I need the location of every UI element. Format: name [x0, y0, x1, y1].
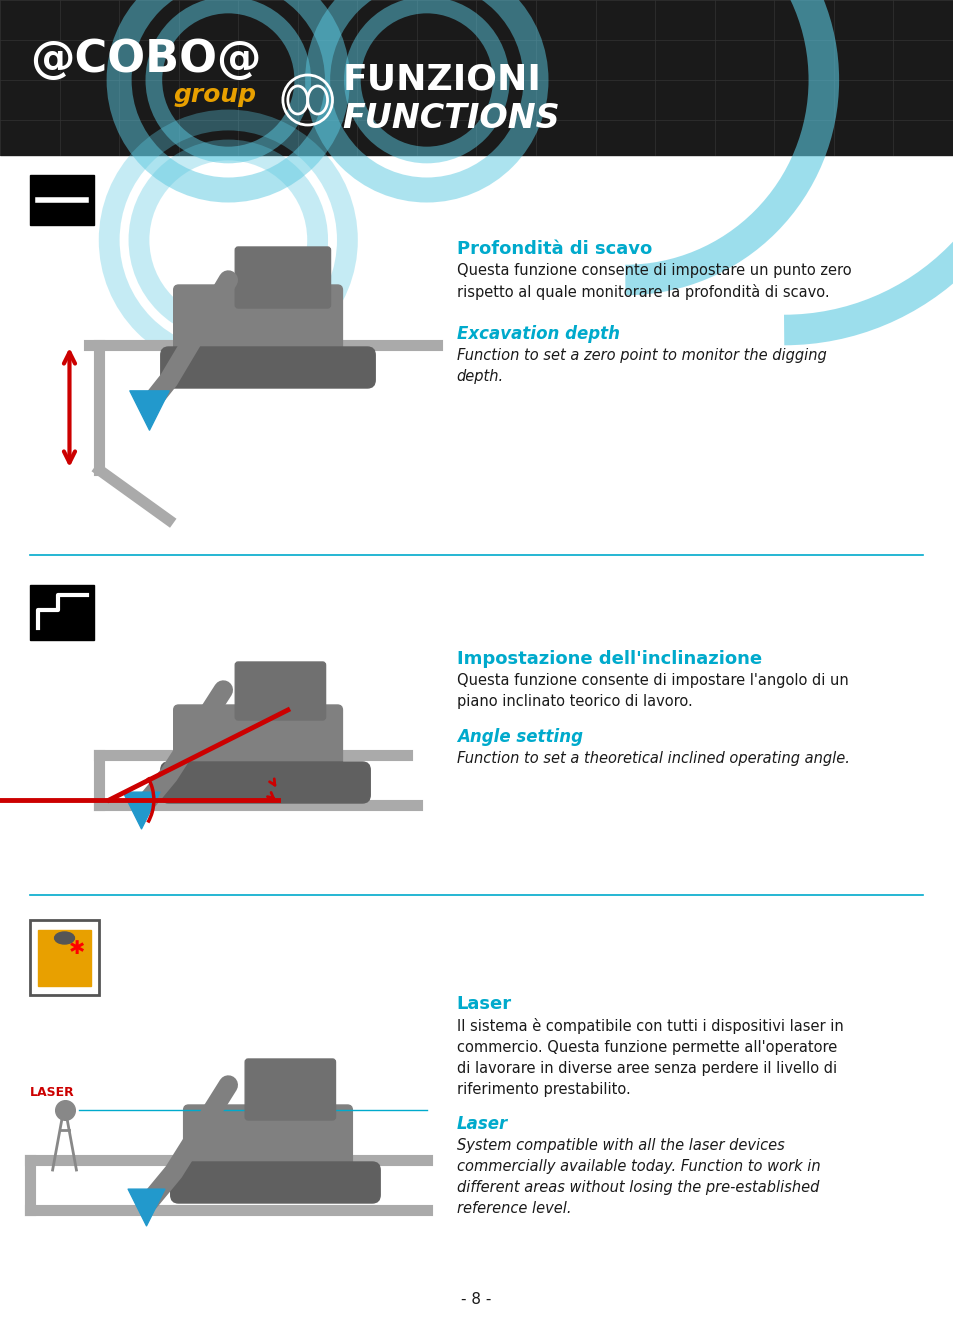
Point — [138, 1196, 154, 1218]
Bar — [30, 920, 99, 995]
Text: FUNZIONI: FUNZIONI — [343, 64, 541, 97]
Text: @COBO@: @COBO@ — [30, 38, 261, 82]
Point — [57, 1100, 72, 1121]
FancyBboxPatch shape — [174, 705, 343, 780]
Ellipse shape — [55, 931, 75, 943]
Text: Function to set a zero point to monitor the digging
depth.: Function to set a zero point to monitor … — [457, 348, 827, 384]
Text: Impostazione dell'inclinazione: Impostazione dell'inclinazione — [457, 651, 761, 668]
FancyBboxPatch shape — [235, 246, 330, 307]
Text: ✱: ✱ — [69, 938, 85, 958]
Text: LASER: LASER — [30, 1086, 75, 1100]
Text: System compatible with all the laser devices
commercially available today. Funct: System compatible with all the laser dev… — [457, 1138, 820, 1216]
Point — [141, 399, 156, 420]
FancyBboxPatch shape — [171, 1162, 380, 1203]
Bar — [30, 175, 94, 225]
Bar — [30, 586, 94, 640]
Bar — [0, 0, 953, 155]
Text: Questa funzione consente di impostare un punto zero
rispetto al quale monitorare: Questa funzione consente di impostare un… — [457, 262, 852, 301]
Text: Il sistema è compatibile con tutti i dispositivi laser in
commercio. Questa funz: Il sistema è compatibile con tutti i dis… — [457, 1018, 843, 1097]
FancyBboxPatch shape — [174, 285, 343, 364]
Text: FUNCTIONS: FUNCTIONS — [343, 102, 560, 135]
Text: Laser: Laser — [457, 1116, 508, 1133]
Point — [133, 799, 149, 820]
FancyBboxPatch shape — [160, 347, 375, 388]
FancyBboxPatch shape — [245, 1059, 335, 1120]
Text: Function to set a theoretical inclined operating angle.: Function to set a theoretical inclined o… — [457, 751, 850, 766]
FancyBboxPatch shape — [160, 762, 371, 803]
Text: Laser: Laser — [457, 995, 512, 1014]
Text: - 8 -: - 8 - — [461, 1292, 492, 1308]
Text: group: group — [174, 83, 256, 107]
Text: Excavation depth: Excavation depth — [457, 325, 619, 343]
Text: Angle setting: Angle setting — [457, 727, 583, 746]
FancyBboxPatch shape — [183, 1105, 352, 1181]
Text: Questa funzione consente di impostare l'angolo di un
piano inclinato teorico di : Questa funzione consente di impostare l'… — [457, 673, 849, 709]
FancyBboxPatch shape — [235, 662, 325, 719]
Text: Profondità di scavo: Profondità di scavo — [457, 240, 652, 258]
Bar — [37, 930, 91, 986]
